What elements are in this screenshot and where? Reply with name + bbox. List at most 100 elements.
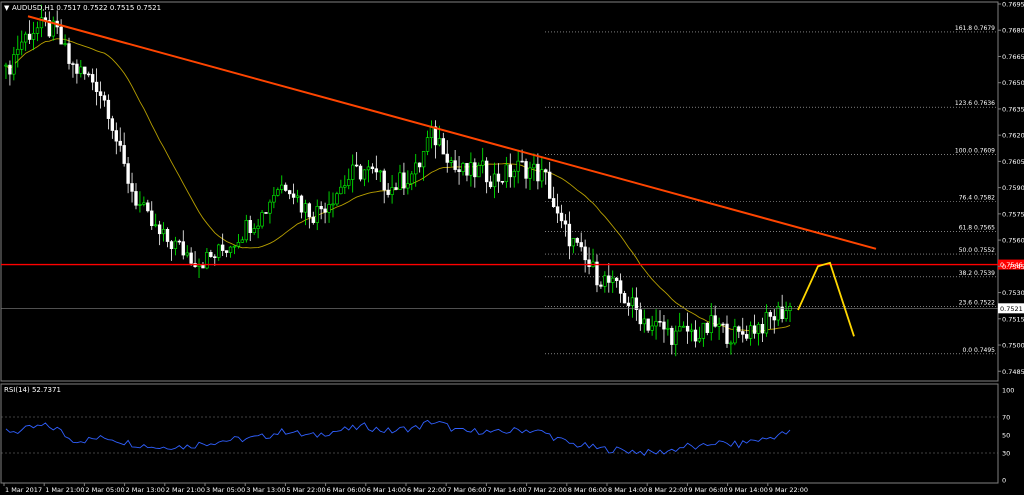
bull-candle: [603, 275, 607, 287]
bear-candle: [457, 169, 461, 172]
fib-level-label: 100.0 0.7609: [955, 147, 995, 154]
bear-candle: [705, 322, 709, 333]
rsi-line: [5, 419, 791, 456]
bull-candle: [681, 325, 686, 328]
bear-candle: [382, 170, 386, 191]
bull-candle: [429, 126, 434, 138]
x-tick-label: 3 Mar 05:00: [206, 486, 245, 494]
bull-candle: [20, 41, 24, 50]
bear-candle: [548, 171, 552, 199]
bear-candle: [563, 220, 568, 225]
symbol-menu-arrow-icon[interactable]: ▼: [4, 4, 10, 12]
bull-candle: [469, 162, 473, 176]
bull-candle: [39, 17, 44, 29]
bull-candle: [63, 43, 67, 45]
bull-candle: [142, 202, 146, 205]
bear-candle: [98, 91, 103, 96]
bull-candle: [410, 173, 414, 184]
bear-candle: [177, 240, 182, 243]
bear-candle: [583, 246, 587, 261]
bear-candle: [725, 323, 729, 344]
bear-candle: [520, 160, 524, 163]
bear-candle: [83, 66, 87, 75]
fib-level-label: 0.0 0.7495: [963, 347, 996, 354]
x-tick-label: 3 Mar 13:00: [246, 486, 285, 494]
bear-candle: [374, 168, 379, 173]
bull-candle: [729, 342, 733, 345]
bull-candle: [784, 310, 788, 319]
bull-candle: [366, 166, 371, 171]
x-tick-label: 7 Mar 22:00: [528, 486, 567, 494]
y-tick-label: 0.7575: [1002, 210, 1024, 218]
bear-candle: [445, 153, 449, 163]
bull-candle: [327, 204, 331, 213]
bull-candle: [236, 242, 241, 247]
bear-candle: [224, 250, 229, 253]
bull-candle: [161, 229, 166, 235]
bear-candle: [488, 181, 493, 188]
bull-candle: [173, 240, 178, 249]
bull-candle: [232, 245, 237, 248]
bull-candle: [205, 252, 209, 269]
rsi-info-label: RSI(14) 52.7371: [4, 386, 61, 394]
y-tick-label: 0.7665: [1002, 53, 1024, 61]
bull-candle: [756, 323, 761, 334]
bear-candle: [622, 293, 627, 304]
bull-candle: [449, 160, 453, 163]
bull-candle: [35, 27, 40, 34]
bull-candle: [335, 193, 339, 205]
fib-level-label: 76.4 0.7582: [959, 195, 995, 202]
bear-candle: [500, 180, 505, 183]
y-tick-label: 0.7590: [1002, 184, 1024, 192]
rsi-panel-border: [0, 383, 999, 484]
bear-candle: [157, 224, 162, 235]
x-tick-label: 2 Mar 13:00: [126, 486, 165, 494]
bear-candle: [618, 280, 623, 294]
bear-candle: [536, 163, 540, 182]
bear-candle: [181, 241, 185, 256]
bull-candle: [378, 170, 382, 173]
bear-candle: [658, 321, 662, 323]
moving-average-layer: [5, 38, 791, 332]
bull-candle: [154, 224, 158, 227]
bear-candle: [752, 325, 757, 334]
bear-candle: [75, 63, 79, 74]
bear-candle: [287, 190, 292, 195]
bull-candle: [260, 212, 264, 227]
bull-candle: [437, 138, 442, 146]
bear-candle: [284, 184, 288, 191]
fibonacci-layer: 161.8 0.7679 123.6 0.7636 100.0 0.7609 76.4…: [545, 25, 997, 355]
bear-candle: [165, 229, 170, 242]
y-tick-label: 0.7545: [1002, 263, 1024, 271]
current-price-box: [998, 303, 1024, 314]
bull-candle: [351, 164, 355, 180]
x-tick-label: 8 Mar 06:00: [568, 486, 607, 494]
bear-candle: [745, 334, 749, 339]
bear-candle: [114, 130, 118, 142]
bear-candle: [634, 297, 639, 310]
bear-candle: [209, 252, 213, 257]
bear-candle: [126, 163, 130, 184]
bull-candle: [674, 330, 678, 345]
x-tick-label: 2 Mar 05:00: [85, 486, 124, 494]
y-tick-label: 0.7560: [1002, 237, 1024, 245]
bear-candle: [311, 216, 315, 223]
rsi-tick-label: 0: [1002, 477, 1006, 485]
price-axis: 0.7695 0.7680 0.7665 0.7650 0.7635 0.7620 0.76…: [998, 1, 1024, 376]
y-tick-label: 0.7620: [1002, 132, 1024, 140]
bear-candle: [465, 163, 469, 176]
bull-candle: [185, 252, 189, 256]
bear-candle: [737, 326, 741, 332]
bull-candle: [339, 186, 343, 195]
bull-candle: [256, 225, 260, 229]
bull-candle: [461, 163, 465, 172]
bear-candle: [772, 316, 776, 321]
bear-candle: [8, 64, 12, 75]
y-tick-label: 0.7530: [1002, 289, 1024, 297]
bull-candle: [540, 169, 544, 182]
x-tick-label: 7 Mar 06:00: [447, 486, 486, 494]
bear-candle: [508, 164, 512, 178]
projection-path: [797, 261, 855, 337]
